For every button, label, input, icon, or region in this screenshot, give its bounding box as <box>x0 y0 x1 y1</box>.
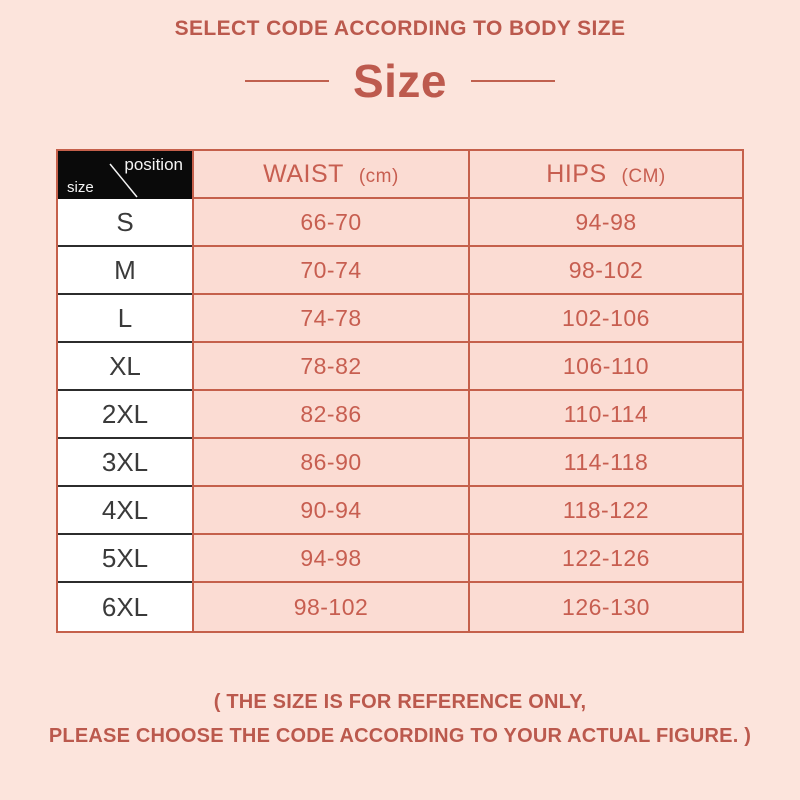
waist-cell: 70-74 <box>192 247 468 295</box>
title-row: Size <box>0 53 800 109</box>
hips-header-unit: (CM) <box>621 165 666 187</box>
hips-cell: 114-118 <box>468 439 742 487</box>
waist-cell: 82-86 <box>192 391 468 439</box>
column-header-hips: HIPS (CM) <box>468 151 742 199</box>
table-row: L 74-78 102-106 <box>58 295 742 343</box>
hips-cell: 102-106 <box>468 295 742 343</box>
size-cell: 5XL <box>58 535 192 583</box>
table-row: 5XL 94-98 122-126 <box>58 535 742 583</box>
page-subtitle: SELECT CODE ACCORDING TO BODY SIZE <box>174 17 626 40</box>
waist-cell: 90-94 <box>192 487 468 535</box>
waist-cell: 98-102 <box>192 583 468 631</box>
size-cell: 6XL <box>58 583 192 631</box>
footer-line-2: PLEASE CHOOSE THE CODE ACCORDING TO YOUR… <box>48 725 752 747</box>
corner-size-label: size <box>67 179 94 196</box>
table-row: M 70-74 98-102 <box>58 247 742 295</box>
hips-cell: 110-114 <box>468 391 742 439</box>
hips-cell: 94-98 <box>468 199 742 247</box>
size-table-body: S 66-70 94-98 M 70-74 98-102 L 74-78 102-106 XL 78… <box>58 199 742 631</box>
hips-header-label: HIPS <box>546 159 607 188</box>
hips-cell: 126-130 <box>468 583 742 631</box>
waist-header-unit: (cm) <box>358 165 399 187</box>
size-cell: XL <box>58 343 192 391</box>
column-header-waist: WAIST (cm) <box>192 151 468 199</box>
waist-cell: 78-82 <box>192 343 468 391</box>
table-row: 2XL 82-86 110-114 <box>58 391 742 439</box>
size-cell: 2XL <box>58 391 192 439</box>
size-cell: L <box>58 295 192 343</box>
table-row: 3XL 86-90 114-118 <box>58 439 742 487</box>
waist-cell: 86-90 <box>192 439 468 487</box>
page-title: Size <box>352 55 448 107</box>
corner-cell: size position <box>58 151 192 199</box>
table-row: S 66-70 94-98 <box>58 199 742 247</box>
size-table: size position WAIST (cm) HIPS (CM) S 66-7… <box>56 149 744 633</box>
hips-cell: 118-122 <box>468 487 742 535</box>
table-row: XL 78-82 106-110 <box>58 343 742 391</box>
hips-cell: 122-126 <box>468 535 742 583</box>
table-row: 4XL 90-94 118-122 <box>58 487 742 535</box>
size-cell: 3XL <box>58 439 192 487</box>
size-cell: M <box>58 247 192 295</box>
hips-cell: 106-110 <box>468 343 742 391</box>
size-cell: 4XL <box>58 487 192 535</box>
size-cell: S <box>58 199 192 247</box>
table-header-row: size position WAIST (cm) HIPS (CM) <box>58 151 742 199</box>
waist-header-label: WAIST <box>263 159 344 188</box>
footer-note: ( THE SIZE IS FOR REFERENCE ONLY, PLEASE… <box>0 685 800 753</box>
diagonal-divider-icon <box>109 163 138 198</box>
waist-cell: 74-78 <box>192 295 468 343</box>
table-row: 6XL 98-102 126-130 <box>58 583 742 631</box>
footer-line-1: ( THE SIZE IS FOR REFERENCE ONLY, <box>213 691 587 713</box>
corner-position-label: position <box>124 155 183 174</box>
title-rule-left <box>244 80 329 82</box>
title-rule-right <box>471 80 556 82</box>
waist-cell: 66-70 <box>192 199 468 247</box>
waist-cell: 94-98 <box>192 535 468 583</box>
hips-cell: 98-102 <box>468 247 742 295</box>
